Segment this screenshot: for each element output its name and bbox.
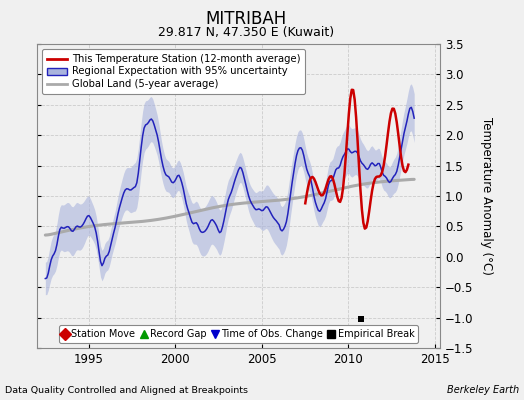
Text: MITRIBAH: MITRIBAH — [205, 10, 287, 28]
Text: Data Quality Controlled and Aligned at Breakpoints: Data Quality Controlled and Aligned at B… — [5, 386, 248, 395]
Text: 29.817 N, 47.350 E (Kuwait): 29.817 N, 47.350 E (Kuwait) — [158, 26, 334, 39]
Text: Berkeley Earth: Berkeley Earth — [446, 385, 519, 395]
Legend: Station Move, Record Gap, Time of Obs. Change, Empirical Break: Station Move, Record Gap, Time of Obs. C… — [59, 325, 418, 343]
Y-axis label: Temperature Anomaly (°C): Temperature Anomaly (°C) — [481, 117, 494, 275]
